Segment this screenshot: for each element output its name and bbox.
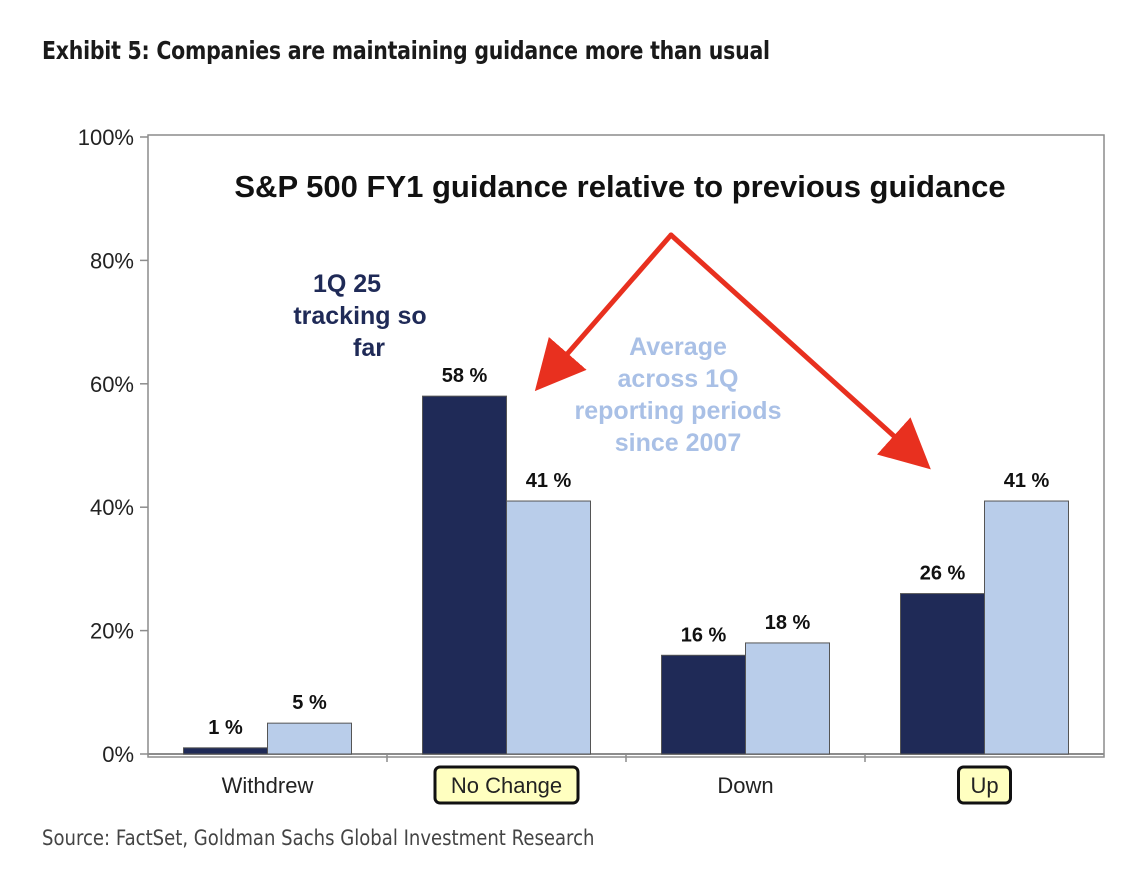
category-labels: Withdrew No Change Down Up: [222, 765, 1012, 805]
category-highlight-box: [433, 765, 580, 805]
bar-tracking: [422, 395, 507, 755]
bars: 1 % 5 % 58 % 41 % 16 % 18 % 26 % 41 %: [183, 365, 1069, 755]
bar-average: [745, 642, 830, 755]
tracking-line-3: far: [353, 334, 385, 362]
bar-average: [984, 500, 1069, 755]
arrow-to-up: [668, 232, 931, 470]
average-line-2: across 1Q: [618, 365, 739, 393]
bar-tracking: [183, 747, 268, 755]
legend-tracking-annotation: 1Q 25 tracking so far: [293, 270, 426, 362]
y-axis: 0% 20% 40% 60% 80% 100%: [78, 125, 1104, 767]
data-label: 58 %: [442, 365, 488, 387]
bar-average: [506, 500, 591, 755]
average-line-1: Average: [629, 333, 727, 361]
data-label: 1 %: [208, 717, 243, 739]
bar-tracking: [900, 593, 985, 755]
data-label: 26 %: [920, 563, 966, 585]
data-label: 18 %: [765, 612, 811, 634]
category-label: No Change: [451, 773, 562, 798]
exhibit-title: Exhibit 5: Companies are maintaining gui…: [42, 36, 770, 65]
bar-tracking: [661, 654, 746, 755]
chart-title: S&P 500 FY1 guidance relative to previou…: [234, 169, 1005, 204]
y-tick-label: 0%: [102, 742, 134, 767]
red-arrows: [534, 232, 931, 470]
data-label: 41 %: [526, 470, 572, 492]
source-note: Source: FactSet, Goldman Sachs Global In…: [42, 826, 595, 850]
y-tick-label: 60%: [90, 372, 134, 397]
y-tick-label: 40%: [90, 495, 134, 520]
y-tick-label: 80%: [90, 248, 134, 273]
data-label: 5 %: [292, 692, 327, 714]
average-line-4: since 2007: [615, 429, 742, 457]
average-line-3: reporting periods: [575, 397, 782, 425]
bar-average: [267, 722, 352, 755]
y-tick-label: 100%: [78, 125, 134, 150]
data-label: 16 %: [681, 624, 727, 646]
data-label: 41 %: [1004, 470, 1050, 492]
tracking-line-1: 1Q 25: [313, 270, 381, 298]
legend-average-annotation: Average across 1Q reporting periods sinc…: [575, 333, 782, 457]
category-label: Up: [970, 773, 998, 798]
y-tick-label: 20%: [90, 619, 134, 644]
category-label: Down: [717, 773, 773, 798]
category-label: Withdrew: [222, 773, 314, 798]
category-highlight-box: [957, 765, 1012, 805]
tracking-line-2: tracking so: [293, 302, 426, 330]
arrow-to-no-change: [534, 232, 674, 392]
